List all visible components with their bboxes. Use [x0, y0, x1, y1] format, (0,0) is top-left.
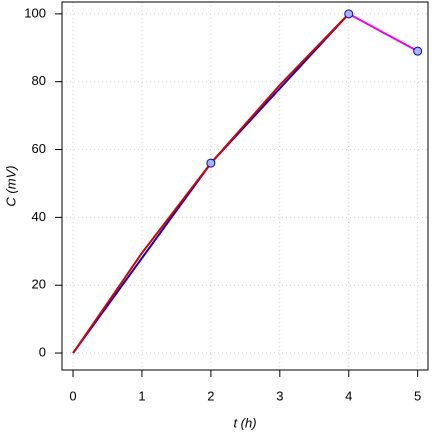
- data-line: [348, 12, 419, 53]
- data-point: [344, 9, 354, 19]
- plot-frame: [61, 1, 429, 371]
- y-tick-label: 0: [39, 344, 46, 359]
- data-point: [413, 46, 423, 56]
- x-tick-label: 5: [414, 388, 421, 403]
- x-axis-label: t (h): [233, 415, 256, 430]
- y-axis-label: C (mV): [3, 165, 18, 206]
- x-tick-label: 3: [276, 388, 283, 403]
- data-point: [206, 158, 216, 168]
- x-tick-label: 0: [69, 388, 76, 403]
- y-tick-label: 100: [24, 5, 46, 20]
- y-tick-label: 40: [32, 209, 46, 224]
- y-tick-label: 20: [32, 277, 46, 292]
- x-tick-label: 4: [345, 388, 352, 403]
- y-tick-label: 60: [32, 141, 46, 156]
- x-tick-label: 1: [138, 388, 145, 403]
- x-tick-label: 2: [207, 388, 214, 403]
- y-tick-label: 80: [32, 73, 46, 88]
